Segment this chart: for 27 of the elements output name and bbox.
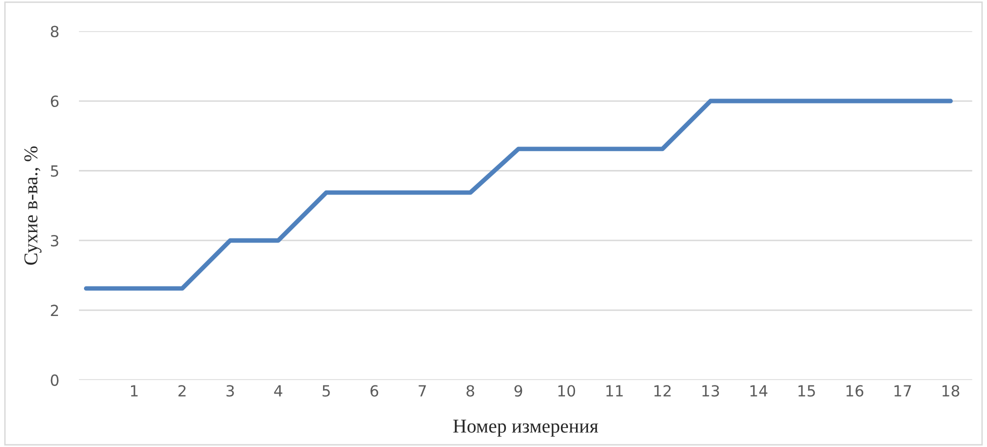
- x-tick-label: 10: [558, 385, 576, 397]
- y-axis-title: Сухие в-ва., %: [24, 146, 42, 265]
- x-tick-label: 6: [370, 385, 378, 397]
- x-tick-label: 15: [798, 385, 815, 397]
- y-tick-label: 2: [50, 304, 58, 316]
- x-tick-label: 9: [514, 385, 522, 397]
- x-tick-label: 16: [846, 385, 864, 397]
- y-tick-label: 3: [50, 234, 58, 247]
- y-tick-label: 6: [50, 95, 59, 108]
- x-tick-label: 13: [702, 385, 719, 397]
- x-tick-label: 3: [226, 385, 234, 397]
- x-tick-label: 12: [654, 385, 671, 396]
- x-axis-title: Номер измерения: [453, 420, 598, 437]
- x-tick-label: 2: [178, 385, 186, 396]
- line-series: [84, 98, 953, 291]
- x-tick-label: 17: [894, 385, 911, 396]
- x-tick-label: 18: [942, 385, 960, 397]
- x-tick-label: 1: [131, 385, 138, 396]
- x-tick-label: 7: [418, 385, 426, 396]
- y-tick-label: 0: [50, 374, 58, 386]
- x-tick-label: 11: [606, 385, 623, 396]
- x-tick-label: 5: [322, 385, 330, 397]
- y-tick-label: 8: [50, 26, 58, 38]
- x-tick-label: 14: [750, 385, 768, 396]
- x-tick-label: 8: [466, 385, 474, 397]
- x-tick-label: 4: [274, 385, 282, 396]
- y-tick-label: 5: [50, 165, 58, 177]
